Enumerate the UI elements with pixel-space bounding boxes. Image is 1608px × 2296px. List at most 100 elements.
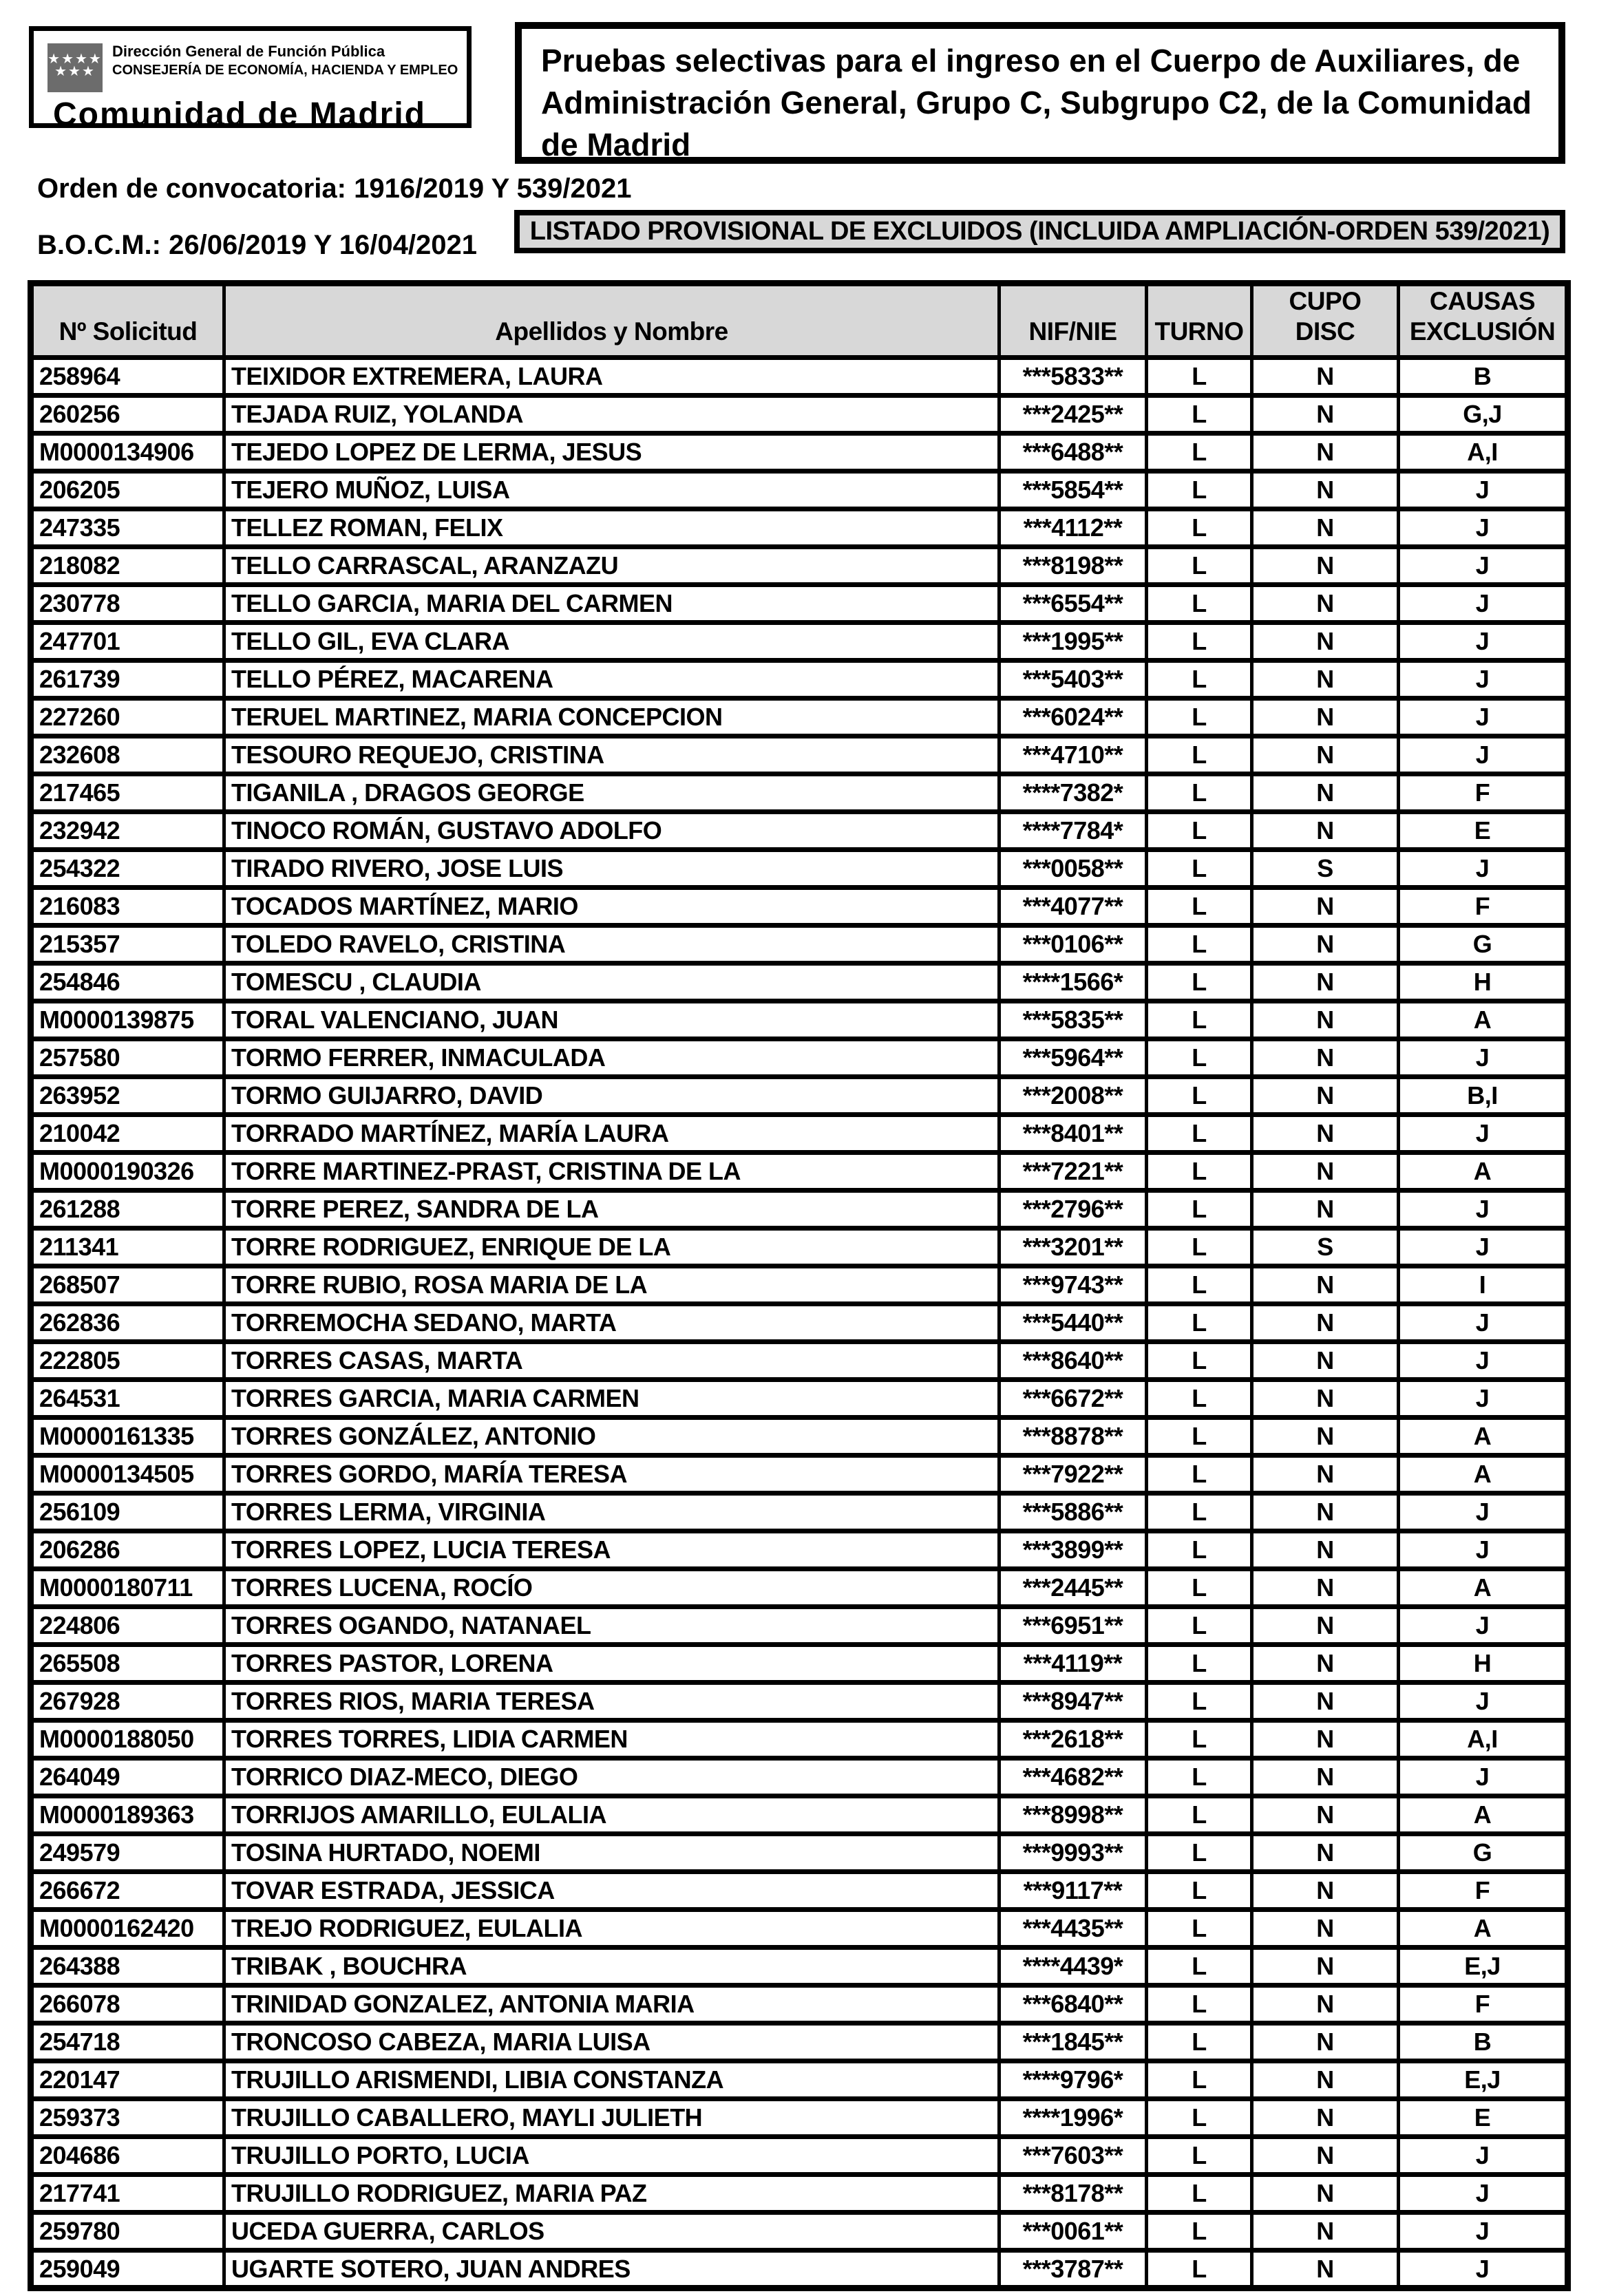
cell-cupo-disc: S xyxy=(1250,1226,1400,1268)
cell-cupo-disc: N xyxy=(1250,2134,1400,2177)
table-row: 247701 TELLO GIL, EVA CLARA ***1995** L N J xyxy=(29,620,1569,663)
cell-causas-exclusion: J xyxy=(1397,1529,1569,1571)
cell-nif: ***4682** xyxy=(997,1756,1148,1798)
table-row: 254846 TOMESCU , CLAUDIA ****1566* L N H xyxy=(29,961,1569,1003)
cell-causas-exclusion: J xyxy=(1397,1037,1569,1079)
cell-turno: L xyxy=(1145,1529,1253,1571)
cell-cupo-disc: N xyxy=(1250,582,1400,625)
excluded-candidates-table: Nº Solicitud Apellidos y Nombre NIF/NIE … xyxy=(28,280,1571,2291)
cell-solicitud: M0000161335 xyxy=(29,1415,226,1458)
cell-solicitud: 206205 xyxy=(29,469,226,511)
cell-solicitud: 258964 xyxy=(29,355,226,398)
cell-cupo-disc: N xyxy=(1250,355,1400,398)
cell-nombre: TORRE PEREZ, SANDRA DE LA xyxy=(222,1188,1001,1231)
cell-nif: ***6554** xyxy=(997,582,1148,625)
cell-cupo-disc: N xyxy=(1250,2059,1400,2101)
cell-causas-exclusion: J xyxy=(1397,582,1569,625)
cell-cupo-disc: N xyxy=(1250,923,1400,966)
cell-nombre: TORRES LERMA, VIRGINIA xyxy=(222,1491,1001,1533)
cell-nombre: TRIBAK , BOUCHRA xyxy=(222,1945,1001,1988)
cell-cupo-disc: N xyxy=(1250,1264,1400,1306)
cell-cupo-disc: N xyxy=(1250,1529,1400,1571)
cell-nombre: TORRES LOPEZ, LUCIA TERESA xyxy=(222,1529,1001,1571)
cell-nombre: TORRICO DIAZ-MECO, DIEGO xyxy=(222,1756,1001,1798)
cell-cupo-disc: N xyxy=(1250,1680,1400,1723)
cell-nombre: TORRES PASTOR, LORENA xyxy=(222,1642,1001,1685)
cell-nombre: TOCADOS MARTÍNEZ, MARIO xyxy=(222,885,1001,928)
table-row: 217465 TIGANILA , DRAGOS GEORGE ****7382* L… xyxy=(29,772,1569,814)
cell-cupo-disc: N xyxy=(1250,885,1400,928)
cell-causas-exclusion: J xyxy=(1397,544,1569,587)
cell-nif: ****9796* xyxy=(997,2059,1148,2101)
title-box: Pruebas selectivas para el ingreso en el… xyxy=(515,22,1565,164)
cell-cupo-disc: N xyxy=(1250,1642,1400,1685)
cell-causas-exclusion: A xyxy=(1397,1907,1569,1950)
cell-solicitud: 266672 xyxy=(29,1869,226,1912)
cell-cupo-disc: N xyxy=(1250,734,1400,776)
cell-nif: ***0058** xyxy=(997,847,1148,890)
cell-cupo-disc: N xyxy=(1250,1756,1400,1798)
cell-causas-exclusion: J xyxy=(1397,734,1569,776)
cell-cupo-disc: N xyxy=(1250,1983,1400,2026)
table-row: 227260 TERUEL MARTINEZ, MARIA CONCEPCION *… xyxy=(29,696,1569,738)
cell-nombre: TORREMOCHA SEDANO, MARTA xyxy=(222,1301,1001,1344)
cell-solicitud: 256109 xyxy=(29,1491,226,1533)
table-row: 264388 TRIBAK , BOUCHRA ****4439* L N E,J xyxy=(29,1945,1569,1988)
cell-causas-exclusion: J xyxy=(1397,1680,1569,1723)
table-row: M0000188050 TORRES TORRES, LIDIA CARMEN **… xyxy=(29,1718,1569,1761)
cell-turno: L xyxy=(1145,1604,1253,1647)
table-row: 264531 TORRES GARCIA, MARIA CARMEN ***6672… xyxy=(29,1377,1569,1420)
cell-cupo-disc: N xyxy=(1250,1604,1400,1647)
cell-solicitud: 230778 xyxy=(29,582,226,625)
cell-nif: ***5440** xyxy=(997,1301,1148,1344)
cell-turno: L xyxy=(1145,469,1253,511)
cell-causas-exclusion: A xyxy=(1397,1794,1569,1836)
cell-nif: ***5403** xyxy=(997,658,1148,701)
cell-turno: L xyxy=(1145,696,1253,738)
cell-cupo-disc: N xyxy=(1250,1112,1400,1155)
cell-solicitud: 261739 xyxy=(29,658,226,701)
cell-nombre: TRONCOSO CABEZA, MARIA LUISA xyxy=(222,2021,1001,2063)
cell-causas-exclusion: J xyxy=(1397,1226,1569,1268)
cell-cupo-disc: N xyxy=(1250,1301,1400,1344)
cell-turno: L xyxy=(1145,923,1253,966)
table-row: 267928 TORRES RIOS, MARIA TERESA ***8947**… xyxy=(29,1680,1569,1723)
cell-cupo-disc: N xyxy=(1250,658,1400,701)
cell-nif: ***9117** xyxy=(997,1869,1148,1912)
cell-nombre: TEJADA RUIZ, YOLANDA xyxy=(222,393,1001,436)
cell-nombre: TORRIJOS AMARILLO, EULALIA xyxy=(222,1794,1001,1836)
table-row: 230778 TELLO GARCIA, MARIA DEL CARMEN ***6… xyxy=(29,582,1569,625)
cell-causas-exclusion: B xyxy=(1397,2021,1569,2063)
cell-nif: ***1995** xyxy=(997,620,1148,663)
cell-cupo-disc: N xyxy=(1250,1907,1400,1950)
cell-causas-exclusion: A xyxy=(1397,1453,1569,1496)
cell-nif: ***7221** xyxy=(997,1150,1148,1193)
cell-nif: ***4435** xyxy=(997,1907,1148,1950)
cell-causas-exclusion: J xyxy=(1397,847,1569,890)
cell-nombre: TIRADO RIVERO, JOSE LUIS xyxy=(222,847,1001,890)
cell-causas-exclusion: J xyxy=(1397,469,1569,511)
cell-nombre: TINOCO ROMÁN, GUSTAVO ADOLFO xyxy=(222,809,1001,852)
cell-solicitud: 206286 xyxy=(29,1529,226,1571)
logo-text: Dirección General de Función Pública CON… xyxy=(112,42,458,80)
cell-nombre: TORRES RIOS, MARIA TERESA xyxy=(222,1680,1001,1723)
cell-cupo-disc: S xyxy=(1250,847,1400,890)
cell-cupo-disc: N xyxy=(1250,2172,1400,2215)
cell-turno: L xyxy=(1145,1150,1253,1193)
cell-nombre: TRUJILLO CABALLERO, MAYLI JULIETH xyxy=(222,2096,1001,2139)
cell-cupo-disc: N xyxy=(1250,1945,1400,1988)
cell-causas-exclusion: J xyxy=(1397,658,1569,701)
cell-nif: ***6840** xyxy=(997,1983,1148,2026)
cell-cupo-disc: N xyxy=(1250,1491,1400,1533)
cell-solicitud: 259373 xyxy=(29,2096,226,2139)
cell-cupo-disc: N xyxy=(1250,1150,1400,1193)
cell-nombre: TELLO GIL, EVA CLARA xyxy=(222,620,1001,663)
cell-nif: ***8998** xyxy=(997,1794,1148,1836)
cell-causas-exclusion: A xyxy=(1397,1150,1569,1193)
cell-nombre: TRUJILLO ARISMENDI, LIBIA CONSTANZA xyxy=(222,2059,1001,2101)
cell-nombre: TORRE RUBIO, ROSA MARIA DE LA xyxy=(222,1264,1001,1306)
table-row: M0000134906 TEJEDO LOPEZ DE LERMA, JESUS *… xyxy=(29,431,1569,474)
cell-nif: ****7382* xyxy=(997,772,1148,814)
cell-solicitud: 264049 xyxy=(29,1756,226,1798)
